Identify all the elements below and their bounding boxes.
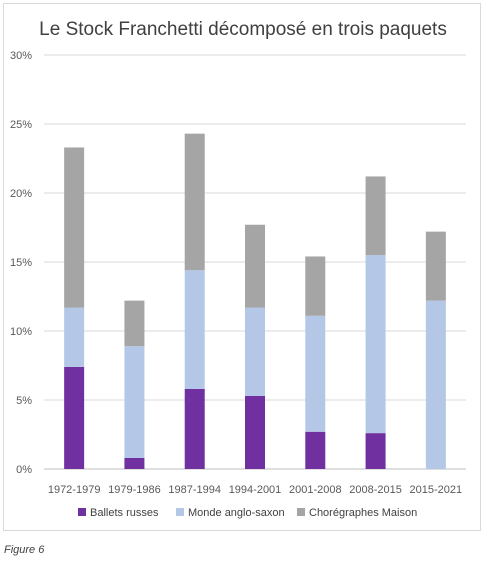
- y-tick-label: 20%: [10, 188, 32, 200]
- y-tick-label: 5%: [16, 395, 32, 407]
- x-tick-label: 2001-2008: [289, 484, 342, 496]
- bar-segment: [64, 307, 85, 367]
- y-tick-label: 30%: [10, 50, 32, 62]
- legend-swatch: [297, 508, 305, 516]
- y-tick-label: 10%: [10, 326, 32, 338]
- bar-segment: [124, 346, 145, 458]
- legend: Ballets russes Monde anglo-saxon Chorégrap…: [78, 507, 417, 519]
- bar-segment: [365, 176, 386, 256]
- legend-label: Chorégraphes Maison: [309, 507, 417, 519]
- x-tick-label: 1979-1986: [108, 484, 161, 496]
- stacked-bar-chart: Le Stock Franchetti décomposé en trois p…: [10, 19, 466, 519]
- chart-title: Le Stock Franchetti décomposé en trois p…: [39, 19, 447, 40]
- legend-swatch: [176, 508, 184, 516]
- bar-segment: [184, 388, 205, 469]
- bar-segment: [184, 270, 205, 389]
- bar-segment: [245, 395, 265, 469]
- bar-segment: [245, 224, 265, 308]
- legend-label: Ballets russes: [90, 507, 159, 519]
- y-tick-label: 25%: [10, 119, 32, 131]
- figure-caption: Figure 6: [4, 544, 45, 556]
- bar-segment: [124, 300, 145, 347]
- bar-segment: [305, 256, 326, 316]
- x-tick-label: 1972-1979: [48, 484, 101, 496]
- bar-segment: [245, 307, 265, 396]
- x-tick-label: 1994-2001: [229, 484, 282, 496]
- y-axis: 0% 5% 10% 15% 20% 25% 30%: [10, 50, 32, 476]
- chart-frame: Le Stock Franchetti décomposé en trois p…: [3, 3, 481, 531]
- bars: [64, 133, 446, 469]
- legend-swatch: [78, 508, 86, 516]
- bar-segment: [365, 255, 386, 434]
- x-tick-label: 2015-2021: [410, 484, 463, 496]
- bar-segment: [305, 431, 326, 469]
- y-tick-label: 0%: [16, 464, 32, 476]
- x-tick-label: 2008-2015: [349, 484, 402, 496]
- legend-label: Monde anglo-saxon: [188, 507, 285, 519]
- bar-segment: [425, 231, 446, 301]
- bar-segment: [365, 433, 386, 469]
- bar-segment: [184, 133, 205, 271]
- x-axis: 1972-1979 1979-1986 1987-1994 1994-2001 2001…: [48, 484, 462, 496]
- x-tick-label: 1987-1994: [168, 484, 221, 496]
- bar-segment: [64, 366, 85, 469]
- y-tick-label: 15%: [10, 257, 32, 269]
- bar-segment: [425, 300, 446, 469]
- bar-segment: [305, 315, 326, 432]
- bar-segment: [64, 147, 85, 308]
- bar-segment: [124, 457, 145, 469]
